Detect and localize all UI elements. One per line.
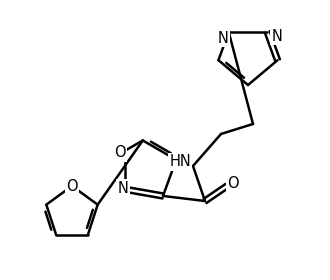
Text: O: O: [114, 145, 126, 160]
Text: O: O: [227, 176, 239, 192]
Text: N: N: [272, 29, 283, 43]
Text: HN: HN: [169, 155, 191, 169]
Text: N: N: [217, 31, 228, 46]
Text: N: N: [117, 181, 128, 196]
Text: O: O: [66, 179, 78, 193]
